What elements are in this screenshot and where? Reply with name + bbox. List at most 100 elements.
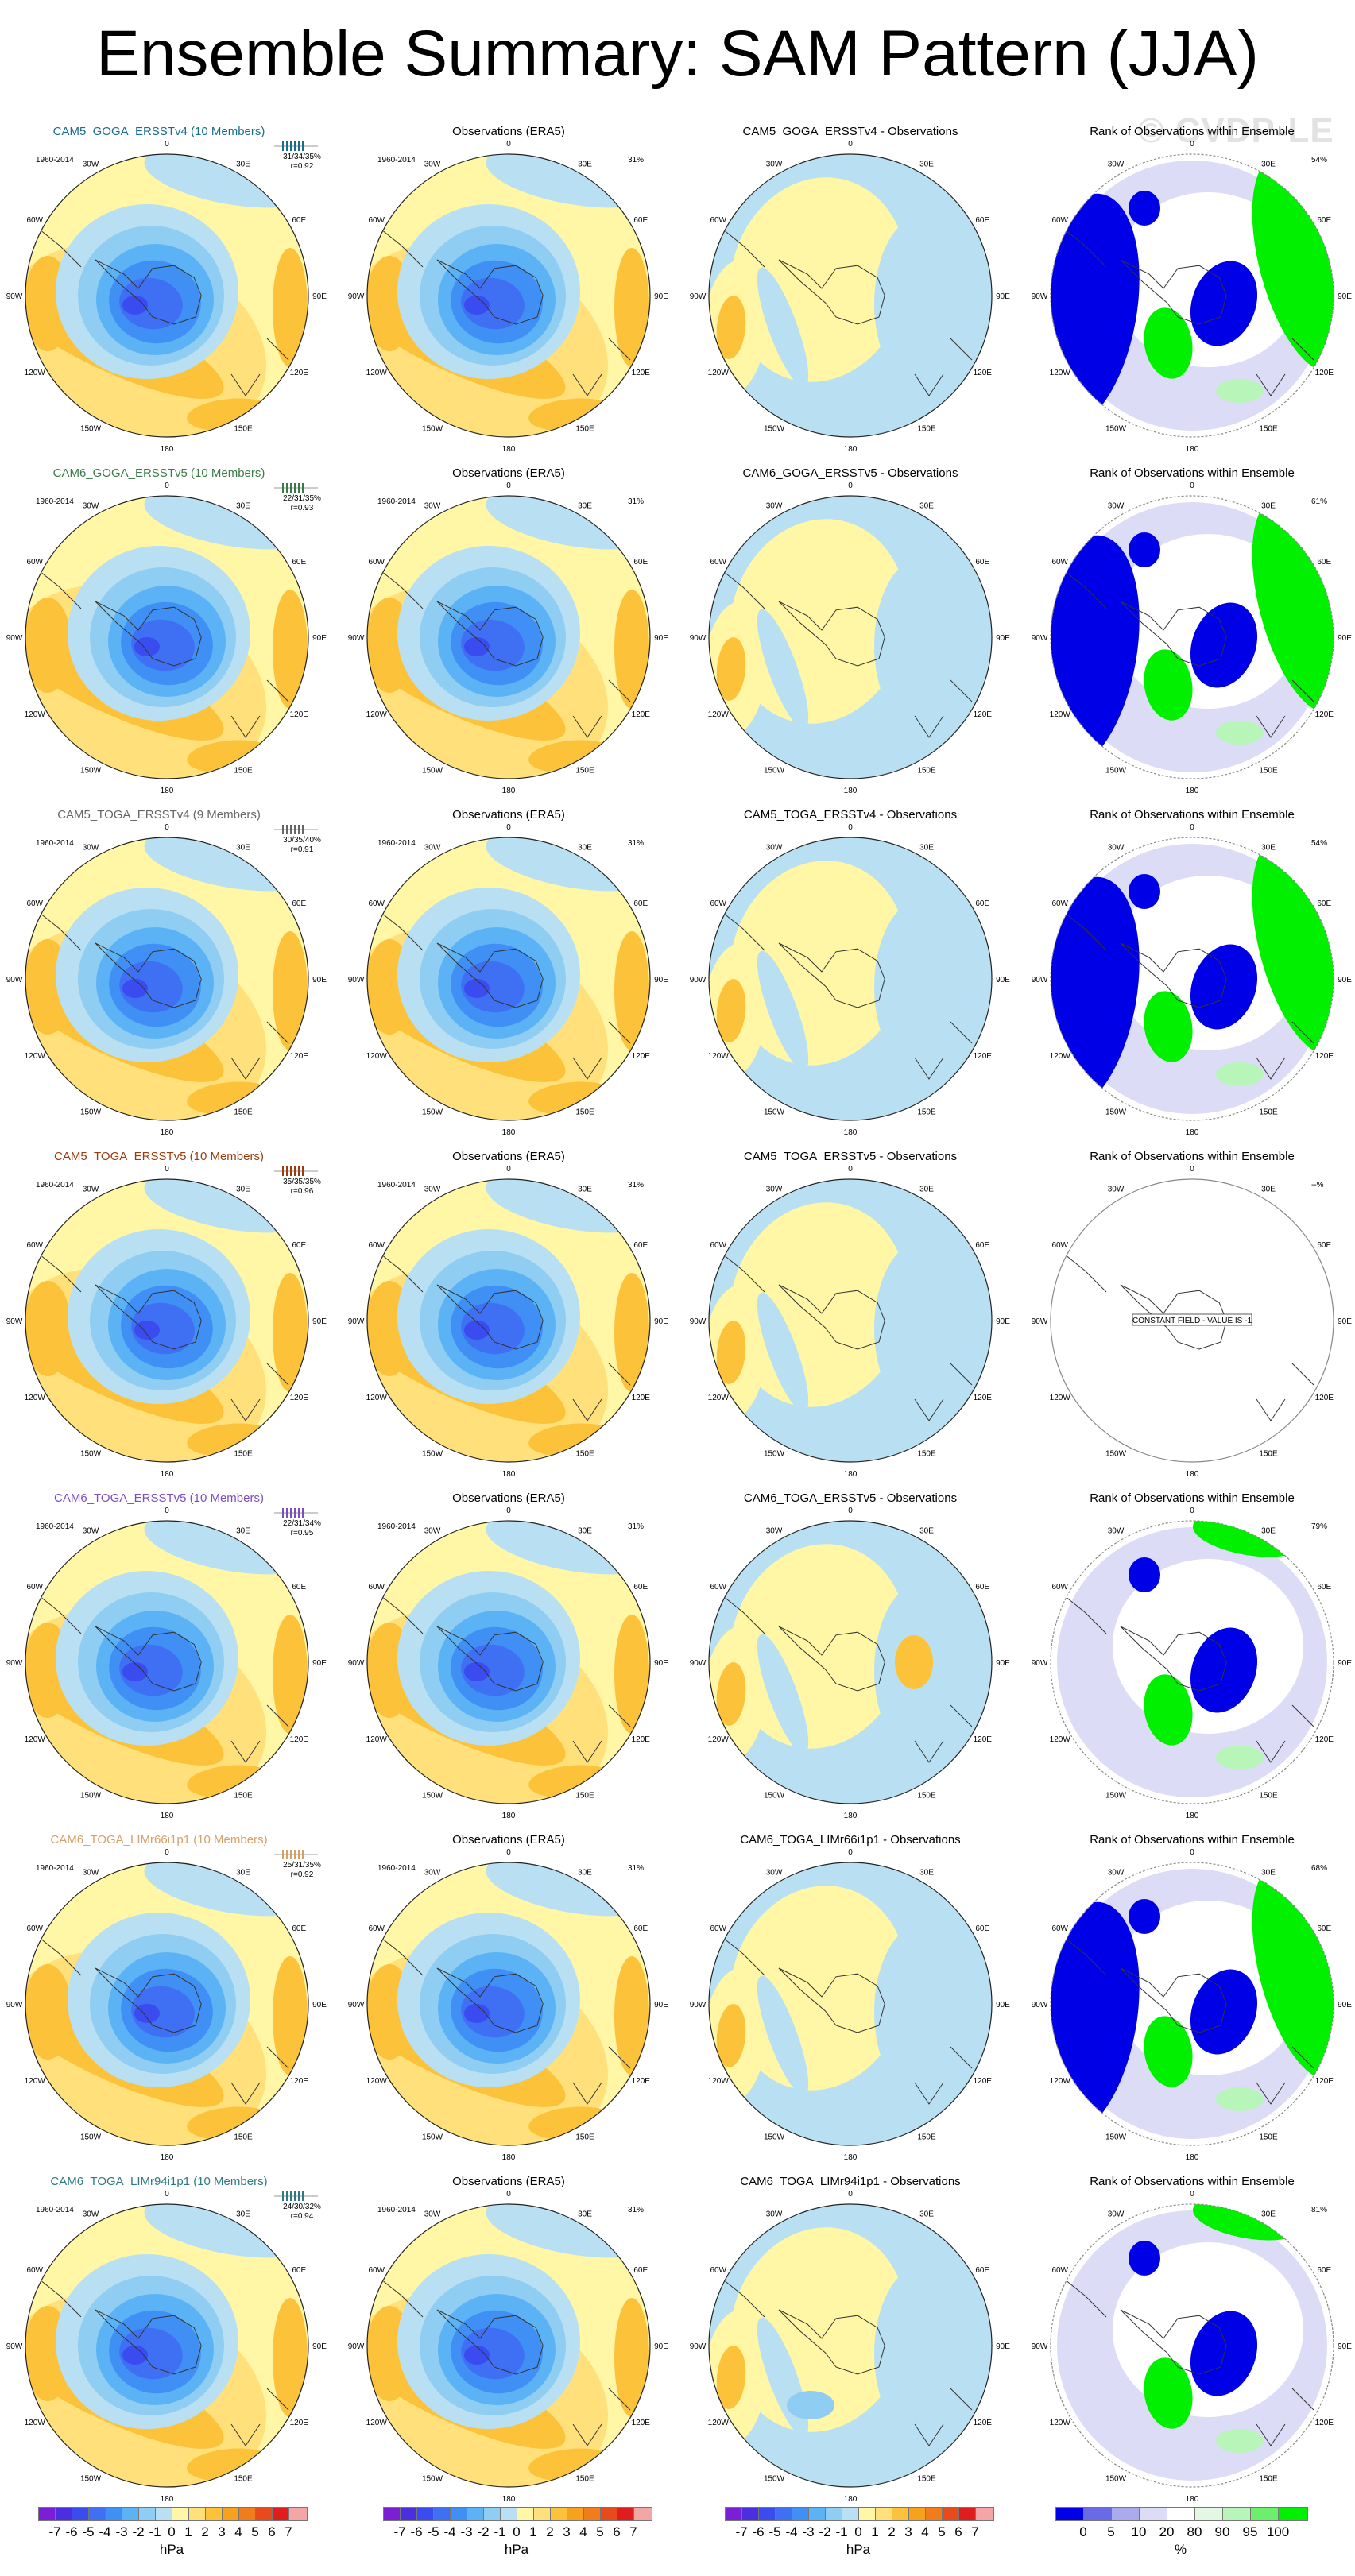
new-zealand-coast: [572, 2082, 602, 2105]
coastline: [436, 601, 544, 667]
difference-field: [709, 496, 992, 779]
pct-variance-label: 22/31/35%: [283, 494, 321, 503]
longitude-label: 90E: [996, 1659, 1010, 1668]
colorbar-tick-label: 3: [563, 2524, 571, 2539]
longitude-label: 30E: [1261, 844, 1276, 853]
map-border: [366, 1862, 651, 2146]
longitude-label: 0: [506, 1848, 511, 1857]
map-border: [708, 153, 993, 438]
longitude-label: 120E: [632, 1394, 651, 1402]
colorbar-swatch: [188, 2507, 207, 2521]
member-tick: [282, 141, 284, 151]
longitude-label: 60E: [292, 2266, 306, 2275]
member-tick: [286, 2191, 288, 2201]
map-field: [367, 154, 650, 437]
member-tick: [302, 2191, 304, 2201]
longitude-label: 120E: [632, 2077, 651, 2086]
longitude-label: 120E: [974, 369, 993, 377]
contour-region: [119, 1644, 183, 1696]
colorbar-swatch: [958, 2507, 978, 2521]
contour-region: [119, 2327, 183, 2380]
contour-region: [1216, 721, 1264, 745]
longitude-label: 30W: [766, 2210, 783, 2219]
contour-region: [1190, 2311, 1258, 2396]
colorbar-swatch: [633, 2507, 652, 2521]
longitude-label: 90E: [654, 2001, 668, 2009]
map-border: [708, 1520, 993, 1804]
difference-field: [709, 1862, 992, 2145]
rank-pct-label: 81%: [1311, 2206, 1327, 2214]
coastline: [778, 1284, 885, 1350]
map-field: [367, 496, 650, 779]
longitude-label: 180: [502, 445, 516, 454]
longitude-label: 30W: [424, 844, 441, 853]
member-tick: [294, 1850, 296, 1859]
map-border: [1050, 495, 1334, 779]
longitude-label: 150E: [575, 2474, 594, 2483]
colorbar-swatch: [222, 2507, 241, 2521]
longitude-label: 60E: [633, 899, 648, 908]
longitude-label: 90E: [654, 2342, 668, 2351]
contour-region: [461, 277, 525, 330]
new-zealand-coast: [572, 373, 602, 396]
colorbar-swatch: [808, 2507, 827, 2521]
rank-pct-label: 61%: [1311, 497, 1327, 506]
contour-region: [273, 1956, 308, 2075]
colorbar-swatch: [1278, 2507, 1308, 2521]
colorbar-swatch: [138, 2507, 157, 2521]
colorbar-swatch: [775, 2507, 794, 2521]
rank-field: [1051, 2204, 1334, 2487]
member-tick: [286, 1166, 288, 1176]
longitude-label: 120E: [974, 710, 993, 719]
contour-region: [25, 598, 72, 693]
new-zealand-coast: [572, 715, 602, 738]
australia-coast: [1291, 2388, 1314, 2411]
longitude-label: 150E: [234, 424, 253, 433]
period-label: 1960-2014: [377, 1522, 416, 1531]
longitude-label: 30W: [424, 2210, 441, 2219]
map-border: [25, 153, 309, 438]
longitude-label: 180: [844, 1812, 858, 1820]
colorbar-swatch: [238, 2507, 257, 2521]
longitude-label: 90E: [996, 634, 1010, 643]
longitude-label: 150W: [422, 1791, 443, 1800]
contour-region: [1129, 1899, 1160, 1934]
colorbar-swatch: [842, 2507, 861, 2521]
longitude-label: 120W: [1050, 2077, 1071, 2086]
colorbar-swatch: [1055, 2507, 1086, 2521]
constant-field-label: CONSTANT FIELD - VALUE IS -1: [1132, 1317, 1252, 1325]
period-label: 1960-2014: [36, 1522, 74, 1531]
colorbar-swatch: [272, 2507, 291, 2521]
contour-region: [1190, 602, 1258, 688]
colorbar-tick-label: -3: [115, 2524, 128, 2539]
longitude-label: 90E: [654, 976, 668, 984]
member-tick: [298, 825, 300, 834]
longitude-label: 30E: [236, 2210, 250, 2219]
longitude-label: 60W: [710, 2266, 726, 2275]
longitude-label: 120W: [366, 2419, 388, 2427]
contour-region: [1190, 1969, 1258, 2055]
colorbar-tick-label: 1: [871, 2524, 879, 2539]
longitude-label: 180: [1186, 1128, 1199, 1137]
longitude-label: 90W: [6, 634, 23, 643]
map-field: [25, 837, 308, 1120]
colorbar-swatch: [758, 2507, 777, 2521]
longitude-label: 150W: [80, 2133, 102, 2141]
longitude-label: 90W: [1032, 1659, 1048, 1668]
member-tick: [298, 1850, 300, 1859]
period-label: 1960-2014: [377, 2206, 416, 2214]
longitude-label: 90E: [1338, 2001, 1352, 2009]
longitude-label: 30W: [1108, 1186, 1125, 1194]
pct-variance-label: 22/31/34%: [283, 1519, 321, 1528]
longitude-label: 120W: [708, 710, 730, 719]
longitude-label: 0: [1190, 482, 1194, 490]
colorbar-swatch: [1194, 2507, 1225, 2521]
longitude-label: 120E: [974, 1052, 993, 1061]
longitude-label: 120W: [25, 369, 46, 377]
longitude-label: 60E: [633, 2266, 648, 2275]
contour-region: [716, 1321, 746, 1384]
contour-region: [464, 979, 490, 998]
longitude-label: 150W: [422, 424, 443, 433]
longitude-label: 180: [502, 1812, 516, 1820]
map-border: [366, 153, 651, 438]
